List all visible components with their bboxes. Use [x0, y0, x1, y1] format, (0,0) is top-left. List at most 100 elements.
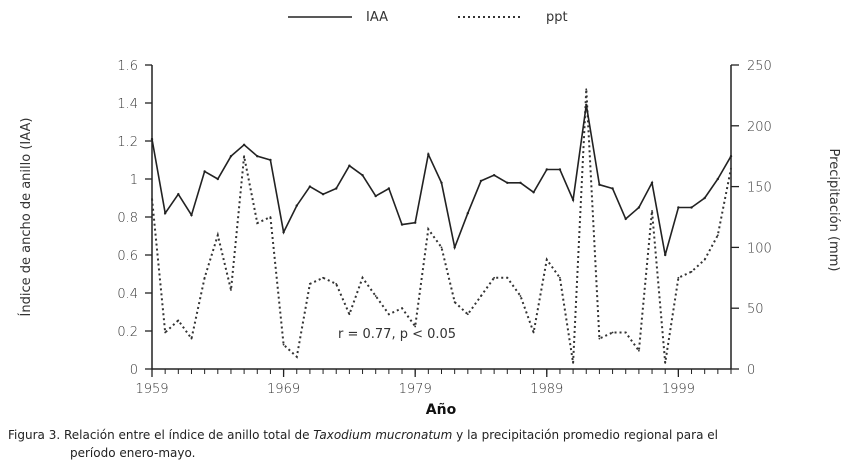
iaa-point	[150, 137, 154, 141]
ppt-point	[611, 331, 614, 334]
iaa-point	[242, 143, 246, 146]
iaa-point	[598, 183, 601, 186]
legend: IAA ppt	[288, 10, 568, 25]
ppt-point	[585, 88, 588, 91]
iaa-point	[479, 179, 483, 183]
ppt-point	[177, 319, 180, 322]
right-ticks: 0 50 100 150 200 250	[731, 59, 772, 378]
left-tick-label: 1.4	[117, 97, 138, 112]
legend-ppt-label: ppt	[546, 10, 568, 25]
iaa-point	[400, 223, 404, 226]
left-tick-label: 1.6	[117, 59, 138, 74]
ppt-point	[348, 313, 351, 316]
ppt-point	[690, 270, 693, 273]
iaa-point	[729, 155, 733, 158]
iaa-point	[321, 193, 325, 196]
iaa-point	[177, 193, 180, 196]
ppt-point	[624, 331, 627, 334]
iaa-point	[374, 194, 377, 198]
right-tick-label: 50	[747, 302, 764, 317]
iaa-point	[203, 170, 206, 173]
ppt-point	[427, 228, 430, 231]
ppt-point	[532, 331, 535, 334]
left-tick-label: 0.6	[117, 249, 138, 264]
iaa-point	[216, 177, 219, 181]
iaa-point	[308, 185, 312, 188]
iaa-point	[190, 213, 193, 217]
legend-iaa-label: IAA	[366, 10, 388, 25]
ppt-point	[598, 337, 601, 340]
ppt-point	[414, 325, 417, 328]
ppt-point	[440, 246, 443, 249]
iaa-point	[163, 212, 167, 215]
iaa-point	[611, 187, 614, 190]
ppt-point	[335, 282, 338, 285]
x-axis-title: Año	[426, 402, 457, 418]
ppt-point	[637, 349, 640, 352]
iaa-point	[387, 187, 391, 190]
iaa-point	[256, 155, 259, 158]
iaa-point	[492, 174, 496, 177]
caption-line2: período enero-mayo.	[70, 446, 196, 460]
ppt-point	[677, 276, 680, 279]
iaa-point	[571, 198, 575, 202]
ppt-point	[361, 276, 364, 279]
data-points	[150, 88, 733, 364]
ppt-point	[519, 295, 522, 297]
ppt-point	[295, 355, 298, 358]
x-ticks: 1959 1969 1979 1989 1999	[135, 369, 732, 397]
ppt-point	[164, 331, 167, 334]
left-tick-label: 0.4	[117, 287, 138, 302]
ppt-point	[651, 210, 653, 212]
ppt-point	[730, 167, 732, 170]
ppt-point	[243, 155, 246, 158]
iaa-point	[413, 221, 417, 224]
iaa-point	[335, 187, 338, 190]
ppt-point	[664, 362, 667, 364]
iaa-point	[466, 212, 470, 215]
ppt-point	[269, 216, 272, 218]
ppt-point	[493, 276, 496, 279]
right-tick-label: 100	[747, 241, 772, 256]
right-tick-label: 0	[747, 363, 755, 378]
x-tick-label: 1989	[530, 382, 563, 397]
ppt-point	[387, 313, 390, 316]
ppt-point	[466, 313, 469, 316]
iaa-point	[690, 206, 693, 209]
iaa-point	[703, 196, 706, 200]
ppt-point	[716, 234, 719, 237]
ppt-point	[322, 276, 324, 279]
ppt-point	[256, 222, 259, 224]
ppt-point	[309, 282, 311, 285]
left-tick-label: 0.8	[117, 211, 138, 226]
x-tick-label: 1999	[662, 382, 695, 397]
iaa-point	[532, 191, 535, 194]
ppt-point	[506, 276, 509, 279]
iaa-point	[506, 181, 509, 184]
iaa-point	[519, 181, 522, 184]
iaa-point	[440, 181, 443, 184]
left-tick-label: 1	[130, 173, 138, 188]
ppt-point	[572, 362, 574, 364]
iaa-point	[558, 168, 562, 171]
right-tick-label: 250	[747, 59, 772, 74]
iaa-point	[624, 217, 627, 221]
iaa-point	[664, 253, 667, 257]
iaa-point	[361, 174, 364, 177]
caption-suffix: y la precipitación promedio regional par…	[452, 428, 718, 442]
ppt-point	[216, 234, 219, 237]
ppt-point	[401, 307, 403, 310]
iaa-point	[677, 206, 680, 209]
figure-caption: Figura 3. Relación entre el índice de an…	[8, 426, 853, 462]
left-ticks: 0 0.2 0.4 0.6 0.8 1 1.2 1.4 1.6	[117, 59, 152, 378]
ppt-point	[559, 276, 561, 279]
ppt-point	[480, 295, 482, 297]
iaa-point	[282, 231, 285, 234]
iaa-point	[545, 168, 548, 171]
iaa-point	[716, 177, 720, 181]
right-tick-label: 150	[747, 181, 772, 196]
ppt-point	[230, 289, 232, 291]
ppt-point	[703, 258, 706, 261]
iaa-point	[229, 155, 233, 158]
iaa-point	[348, 164, 351, 167]
